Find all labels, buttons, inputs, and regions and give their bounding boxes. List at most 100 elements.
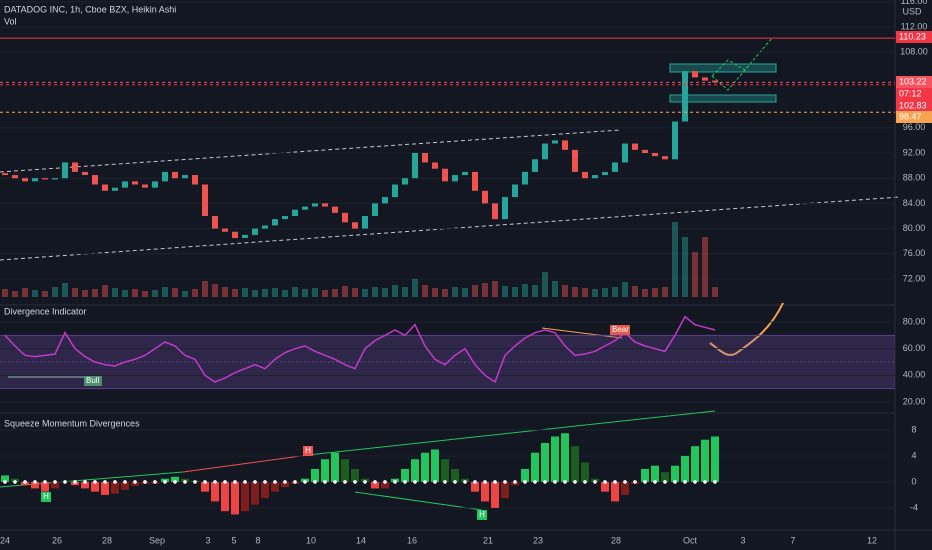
h-label: H <box>43 492 49 501</box>
bear-tag <box>610 325 630 335</box>
candle <box>712 80 718 83</box>
candle <box>312 203 318 207</box>
volume-bar <box>322 290 328 297</box>
h-tag <box>477 510 487 520</box>
volume-bar <box>582 288 588 297</box>
x-tick-label: 5 <box>231 535 236 545</box>
volume-bar <box>442 289 448 297</box>
volume-bar <box>472 285 478 297</box>
squeeze-dot <box>103 480 107 484</box>
squeeze-dot <box>383 480 387 484</box>
squeeze-dot <box>643 480 647 484</box>
bear-label: Bear <box>612 325 629 334</box>
momentum-bar <box>321 459 329 482</box>
x-tick-label: 10 <box>306 535 316 545</box>
momentum-bar <box>421 452 429 482</box>
volume-bar <box>652 288 658 297</box>
squeeze-dot <box>543 480 547 484</box>
candle <box>492 203 498 220</box>
momentum-bar <box>521 468 529 482</box>
squeeze-dot <box>133 480 137 484</box>
squeeze-dot <box>203 480 207 484</box>
y-tick-label: 88.00 <box>903 173 926 183</box>
volume-bar <box>152 290 158 297</box>
squeeze-dot <box>183 480 187 484</box>
squeeze-dot <box>583 480 587 484</box>
squeeze-dot <box>243 480 247 484</box>
momentum-bar <box>431 449 439 482</box>
volume-bar <box>592 289 598 297</box>
momentum-bar <box>341 459 349 482</box>
y-tick-label: 112.00 <box>901 21 928 31</box>
volume-bar <box>632 286 638 297</box>
squeeze-dot <box>43 480 47 484</box>
volume-label: Vol <box>4 16 17 26</box>
panel-title: Squeeze Momentum Divergences <box>4 418 140 428</box>
squeeze-dot <box>233 480 237 484</box>
volume-bar <box>382 288 388 297</box>
candle <box>232 231 238 239</box>
x-tick-label: 3 <box>205 535 210 545</box>
momentum-bar <box>401 468 409 482</box>
squeeze-dot <box>443 480 447 484</box>
volume-bar <box>482 283 488 297</box>
volume-bar <box>642 289 648 297</box>
momentum-bar <box>641 468 649 482</box>
volume-bar <box>32 290 38 297</box>
h-tag <box>303 446 313 456</box>
squeeze-dot <box>63 480 67 484</box>
volume-bar <box>562 285 568 297</box>
x-tick-label: 3 <box>740 535 745 545</box>
candle <box>532 159 538 172</box>
candle <box>642 149 648 154</box>
momentum-bar <box>171 476 179 482</box>
candle <box>362 215 368 229</box>
squeeze-dot <box>73 480 77 484</box>
momentum-bar <box>621 481 629 495</box>
squeeze-dot <box>413 480 417 484</box>
squeeze-dot <box>553 480 557 484</box>
arrow <box>711 37 773 77</box>
channel-top <box>0 129 621 173</box>
volume-bar <box>202 281 208 297</box>
volume-bar <box>52 287 58 297</box>
momentum-bar <box>681 455 689 482</box>
momentum-bar <box>101 481 109 495</box>
candle <box>92 175 98 185</box>
candle <box>612 162 618 172</box>
squeeze-dot <box>493 480 497 484</box>
volume-bar <box>612 287 618 297</box>
candle <box>132 181 138 185</box>
candle <box>72 162 78 172</box>
momentum-bar <box>261 481 269 499</box>
axis-label: USD <box>902 6 922 16</box>
volume-bar <box>362 289 368 297</box>
candle <box>332 206 338 213</box>
candle <box>562 140 568 150</box>
momentum-bar <box>111 481 119 494</box>
squeeze-dot <box>323 480 327 484</box>
squeeze-dot <box>143 480 147 484</box>
squeeze-dot <box>113 480 117 484</box>
squeeze-dot <box>563 480 567 484</box>
bear-line <box>541 327 623 339</box>
squeeze-dot <box>463 480 467 484</box>
volume-bar <box>712 287 718 297</box>
volume-bar <box>252 290 258 297</box>
squeeze-dot <box>483 480 487 484</box>
bull-tag <box>84 376 102 386</box>
volume-bar <box>112 288 118 297</box>
price-label: 110.23 <box>899 31 926 41</box>
y-tick-label: 76.00 <box>903 248 926 258</box>
x-tick-label: 21 <box>483 535 493 545</box>
volume-bar <box>162 287 168 297</box>
zone <box>669 94 777 103</box>
volume-bar <box>492 281 498 297</box>
oscillator-line <box>4 315 716 384</box>
volume-bar <box>522 284 528 297</box>
candle <box>102 184 108 191</box>
h-label: H <box>305 446 311 455</box>
momentum-bar <box>201 481 209 492</box>
y-tick-label: 108.00 <box>900 47 928 57</box>
volume-bar <box>352 288 358 297</box>
